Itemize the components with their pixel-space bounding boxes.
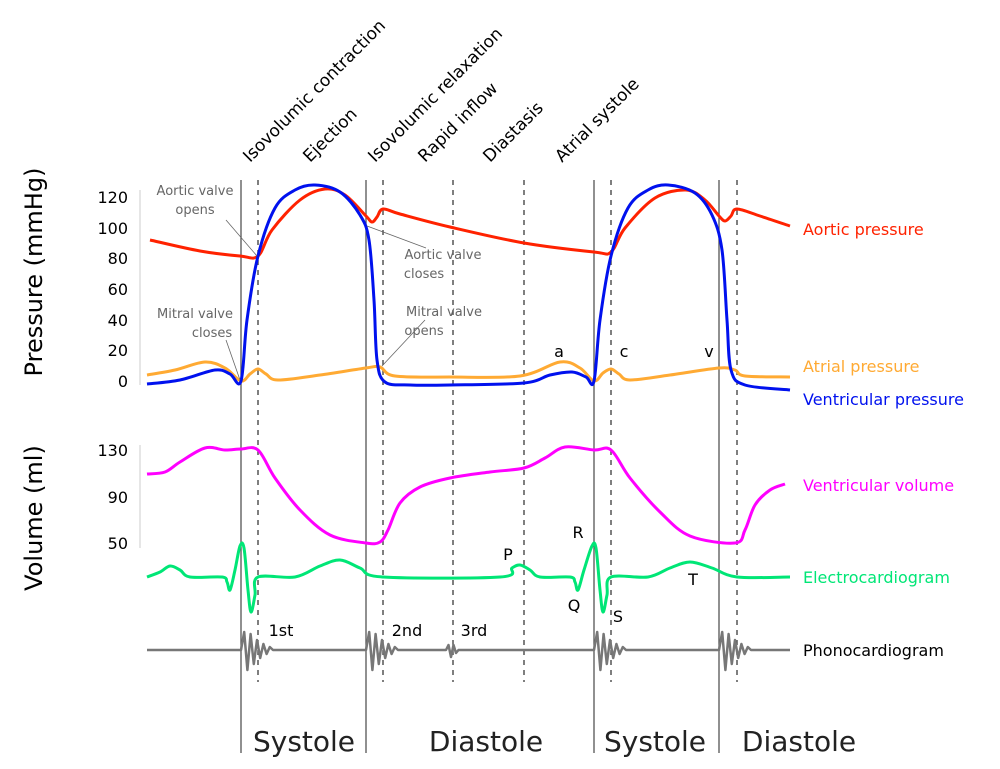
volume-tick: 50 [108,534,128,553]
pointer-line [225,219,258,257]
legend-atrial-pressure: Atrial pressure [803,357,919,376]
pressure-tick: 40 [108,311,128,330]
pressure-tick: 80 [108,249,128,268]
period-diastole: Diastole [742,725,856,758]
mitral-valve-opens-label: opens [404,324,443,339]
period-labels: Systole Diastole Systole Diastole [253,725,856,758]
volume-tick: 90 [108,488,128,507]
period-systole: Systole [604,725,706,758]
ecg-q: Q [568,596,581,615]
aortic-pressure-curve [149,187,791,260]
pressure-tick: 120 [97,188,128,207]
period-diastole: Diastole [429,725,543,758]
phase-label: Atrial systole [551,74,643,166]
ventricular-pressure-curve [146,183,791,392]
volume-axis-title: Volume (ml) [20,445,48,591]
phase-lines [240,180,738,753]
atrial-pressure-curve [146,360,791,383]
curves [146,183,791,672]
phase-label: Ejection [299,104,361,166]
mitral-valve-opens-label: Mitral valve [406,305,482,320]
wave-c: c [620,342,629,361]
wave-a: a [554,342,564,361]
legend-ventricular-pressure: Ventricular pressure [803,390,964,409]
pointer-line [225,339,241,381]
pressure-axis-title: Pressure (mmHg) [20,168,48,377]
period-systole: Systole [253,725,355,758]
ecg-p: P [503,545,513,564]
volume-tick: 130 [97,441,128,460]
legend-electrocardiogram: Electrocardiogram [803,568,950,587]
heart-sound-3: 3rd [461,621,488,640]
mitral-valve-closes-label: Mitral valve [157,307,233,322]
pressure-tick: 0 [118,372,128,391]
series-labels: Aortic pressure Atrial pressure Ventricu… [803,220,964,660]
pointer-line [366,225,427,249]
pressure-tick: 100 [97,219,128,238]
mitral-valve-closes-label: closes [192,326,232,341]
aortic-valve-opens-label: opens [175,203,214,218]
heart-sound-2: 2nd [392,621,422,640]
wave-v: v [704,342,713,361]
aortic-valve-closes-label: Aortic valve [405,248,482,263]
pressure-tick: 60 [108,280,128,299]
phase-labels: Isovolumic contraction Ejection Isovolum… [239,16,643,166]
heart-sound-1: 1st [269,621,294,640]
wave-letters: a c v P R Q S T 1st 2nd 3rd [269,342,714,640]
pointer-line [381,319,426,367]
electrocardiogram-curve [146,541,791,614]
legend-aortic-pressure: Aortic pressure [803,220,924,239]
annotations: Aortic valve opens Aortic valve closes M… [157,184,482,381]
aortic-valve-closes-label: closes [404,267,444,282]
ecg-t: T [687,570,698,589]
phase-label: Diastasis [479,98,547,166]
legend-ventricular-volume: Ventricular volume [803,476,954,495]
phonocardiogram-curve [147,630,790,672]
axes: 120 100 80 60 40 20 0 130 90 50 Pressure… [20,168,141,591]
pressure-tick: 20 [108,341,128,360]
ventricular-volume-curve [146,445,786,546]
legend-phonocardiogram: Phonocardiogram [803,641,944,660]
ecg-s: S [613,607,623,626]
ecg-r: R [572,523,583,542]
aortic-valve-opens-label: Aortic valve [157,184,234,199]
